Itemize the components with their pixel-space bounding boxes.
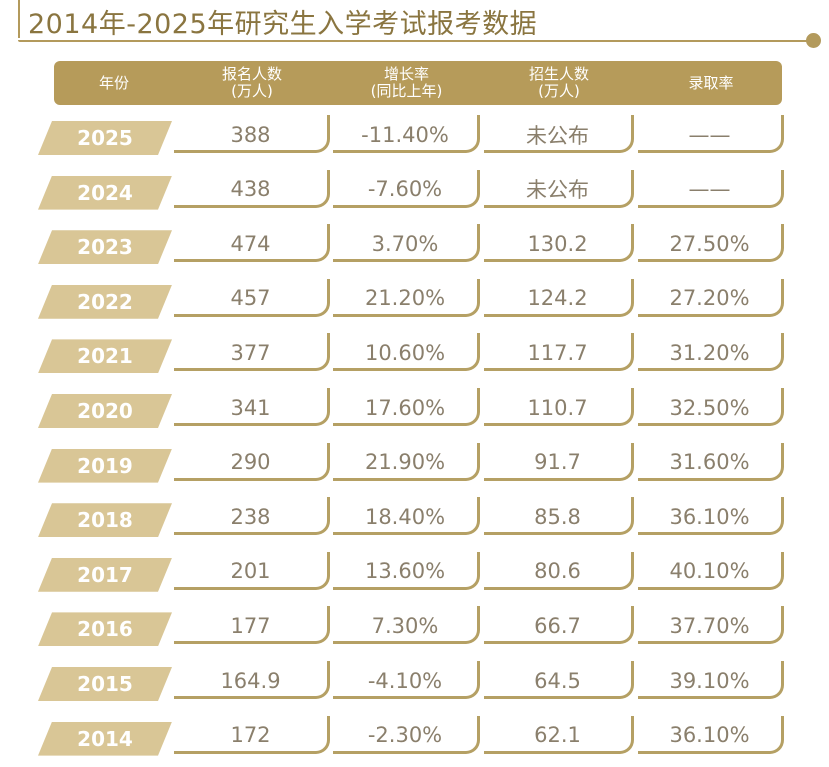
year-tag: 2020: [38, 394, 172, 428]
applicants-cell: 438: [174, 169, 330, 208]
applicants-cell: 164.9: [174, 661, 330, 699]
enrolled-cell: 未公布: [484, 169, 634, 208]
year-tag: 2022: [38, 284, 172, 319]
header-growth-unit: (同比上年): [370, 82, 443, 100]
header-growth-label: 增长率: [383, 65, 429, 83]
growth-cell: -2.30%: [333, 715, 480, 754]
growth-cell: 17.60%: [333, 388, 480, 426]
applicants-cell: 341: [174, 388, 330, 426]
growth-cell: 7.30%: [333, 606, 480, 645]
enrolled-cell: 64.5: [484, 661, 634, 699]
applicants-cell: 238: [174, 497, 330, 536]
table-row: 2018 238 18.40% 85.8 36.10%: [0, 497, 829, 543]
growth-cell: -11.40%: [333, 115, 480, 153]
title-dot-decoration: [806, 33, 821, 48]
year-tag: 2023: [38, 230, 172, 265]
table-row: 2015 164.9 -4.10% 64.5 39.10%: [0, 661, 829, 707]
title-bar: 2014年-2025年研究生入学考试报考数据: [8, 0, 823, 48]
growth-cell: 21.90%: [333, 442, 480, 481]
rate-cell: 27.20%: [638, 278, 784, 317]
enrolled-cell: 85.8: [484, 497, 634, 536]
rate-cell: ——: [638, 115, 784, 153]
rate-cell: 32.50%: [638, 388, 784, 426]
rate-cell: 27.50%: [638, 224, 784, 263]
table-row: 2024 438 -7.60% 未公布 ——: [0, 169, 829, 216]
applicants-cell: 290: [174, 442, 330, 481]
enrolled-cell: 未公布: [484, 115, 634, 153]
enrolled-cell: 130.2: [484, 224, 634, 263]
year-tag: 2018: [38, 503, 172, 538]
growth-cell: 21.20%: [333, 278, 480, 317]
page-title: 2014年-2025年研究生入学考试报考数据: [28, 9, 538, 40]
rate-cell: 31.20%: [638, 333, 784, 372]
table-row: 2021 377 10.60% 117.7 31.20%: [0, 333, 829, 379]
header-applicants-label: 报名人数: [221, 65, 282, 83]
table-row: 2016 177 7.30% 66.7 37.70%: [0, 606, 829, 652]
applicants-cell: 201: [174, 551, 330, 590]
applicants-cell: 177: [174, 606, 330, 645]
rate-cell: 31.60%: [638, 442, 784, 481]
enrolled-cell: 66.7: [484, 606, 634, 645]
growth-cell: 13.60%: [333, 551, 480, 590]
table-row: 2014 172 -2.30% 62.1 36.10%: [0, 715, 829, 762]
applicants-cell: 377: [174, 333, 330, 372]
header-applicants: 报名人数 (万人): [174, 61, 330, 105]
year-tag: 2019: [38, 448, 172, 483]
header-enrolled-unit: (万人): [538, 82, 580, 100]
header-applicants-unit: (万人): [231, 82, 273, 100]
year-tag: 2025: [38, 121, 172, 155]
header-year-label: 年份: [98, 73, 129, 92]
growth-cell: 18.40%: [333, 497, 480, 536]
header-growth: 增长率 (同比上年): [333, 61, 480, 105]
growth-cell: -4.10%: [333, 661, 480, 699]
applicants-cell: 388: [174, 115, 330, 153]
table-header: 年份 报名人数 (万人) 增长率 (同比上年) 招生人数 (万人) 录取率: [54, 61, 782, 105]
growth-cell: 10.60%: [333, 333, 480, 372]
table-row: 2019 290 21.90% 91.7 31.60%: [0, 442, 829, 489]
rate-cell: 36.10%: [638, 715, 784, 754]
applicants-cell: 457: [174, 278, 330, 317]
year-tag: 2015: [38, 667, 172, 701]
title-horizontal-rule: [18, 40, 813, 42]
table-row: 2025 388 -11.40% 未公布 ——: [0, 115, 829, 161]
applicants-cell: 474: [174, 224, 330, 263]
header-rate: 录取率: [638, 61, 784, 105]
rate-cell: 36.10%: [638, 497, 784, 536]
rate-cell: 39.10%: [638, 661, 784, 699]
rate-cell: ——: [638, 169, 784, 208]
year-tag: 2017: [38, 557, 172, 592]
enrolled-cell: 80.6: [484, 551, 634, 590]
year-tag: 2021: [38, 339, 172, 374]
growth-cell: -7.60%: [333, 169, 480, 208]
enrolled-cell: 110.7: [484, 388, 634, 426]
header-year: 年份: [54, 61, 174, 105]
rate-cell: 40.10%: [638, 551, 784, 590]
table-row: 2022 457 21.20% 124.2 27.20%: [0, 278, 829, 325]
year-tag: 2024: [38, 175, 172, 210]
applicants-cell: 172: [174, 715, 330, 754]
year-tag: 2016: [38, 612, 172, 647]
enrolled-cell: 124.2: [484, 278, 634, 317]
header-rate-label: 录取率: [688, 73, 734, 92]
header-enrolled: 招生人数 (万人): [484, 61, 634, 105]
table-row: 2017 201 13.60% 80.6 40.10%: [0, 551, 829, 598]
enrolled-cell: 91.7: [484, 442, 634, 481]
title-vertical-rule: [18, 0, 20, 38]
header-enrolled-label: 招生人数: [528, 65, 589, 83]
year-tag: 2014: [38, 721, 172, 756]
rate-cell: 37.70%: [638, 606, 784, 645]
growth-cell: 3.70%: [333, 224, 480, 263]
enrolled-cell: 117.7: [484, 333, 634, 372]
enrolled-cell: 62.1: [484, 715, 634, 754]
table-row: 2020 341 17.60% 110.7 32.50%: [0, 388, 829, 434]
table-row: 2023 474 3.70% 130.2 27.50%: [0, 224, 829, 270]
